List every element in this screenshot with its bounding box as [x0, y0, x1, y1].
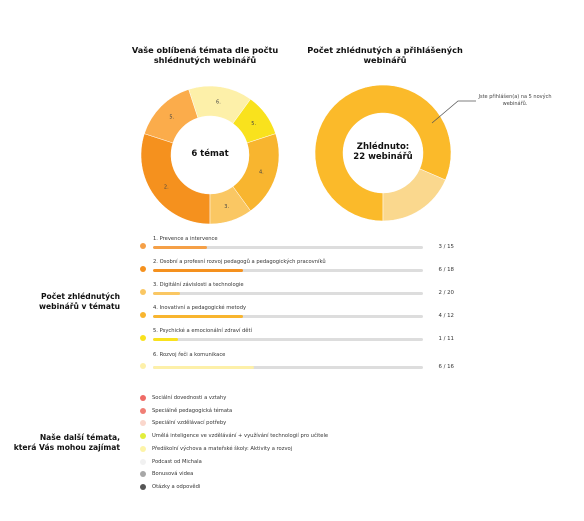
topic-count: 3 / 15 — [438, 244, 454, 250]
topic-row: 4. Inovativní a pedagogické metody 4 / 1… — [140, 302, 460, 324]
topic-row: 1. Prevence a intervence 3 / 15 — [140, 233, 460, 255]
topics-label-line2: webinářů v tématu — [39, 301, 120, 311]
topic-title: 4. Inovativní a pedagogické metody — [153, 305, 247, 311]
topic-progress-track — [153, 315, 423, 318]
topic-row: 6. Rozvoj řeči a komunikace 6 / 16 — [140, 348, 460, 370]
suggestion-dot — [140, 433, 146, 440]
topic-progress-track — [153, 246, 423, 249]
suggestion-label: Otázky a odpovědi — [152, 483, 201, 490]
topic-progress-fill — [153, 269, 243, 272]
topic-count: 6 / 16 — [438, 364, 454, 370]
suggestion-item[interactable]: Předškolní výchova a mateřské školy: Akt… — [140, 445, 400, 455]
watched-registered-chart-title: Počet zhlédnutých a přihlášených webinář… — [300, 45, 470, 65]
topic-dot — [140, 335, 146, 341]
topics-label-line1: Počet zhlédnutých — [40, 292, 120, 301]
registered-note-line2: webinářů. — [502, 100, 528, 107]
favorite-topic-slice — [140, 133, 211, 225]
suggestion-label: Speciální vzdělávací potřeby — [152, 420, 227, 427]
suggestion-item[interactable]: Sociální dovednosti a vztahy — [140, 394, 400, 404]
topic-progress-fill — [153, 246, 207, 249]
favorite-topics-center-label: 6 témat — [191, 149, 229, 159]
watched-registered-donut-svg — [314, 84, 452, 222]
registered-callout-line — [431, 100, 476, 124]
suggestion-item[interactable]: Speciální vzdělávací potřeby — [140, 419, 400, 429]
watched-registered-slice — [382, 168, 446, 222]
favorite-topic-slice-label: 3. — [224, 204, 229, 210]
suggestion-dot — [140, 395, 146, 401]
topic-row: 3. Digitální závislosti a technologie 2 … — [140, 279, 460, 301]
topic-dot — [140, 289, 146, 295]
watched-registered-donut: Zhlédnuto: 22 webinářů — [314, 84, 452, 222]
suggestion-label: Předškolní výchova a mateřské školy: Akt… — [152, 445, 293, 452]
suggestion-label: Sociální dovednosti a vztahy — [152, 395, 227, 401]
topic-title: 2. Osobní a profesní rozvoj pedagogů a p… — [153, 259, 326, 265]
topic-count: 6 / 18 — [438, 267, 454, 273]
suggestion-item[interactable]: Umělá inteligence ve vzdělávání + využív… — [140, 432, 400, 442]
topic-title: 6. Rozvoj řeči a komunikace — [153, 352, 226, 358]
favorite-topic-slice-label: 4. — [259, 169, 264, 175]
suggestion-item[interactable]: Speciálně pedagogická témata — [140, 407, 400, 417]
favorite-topics-title-line2: shlédnutých webinářů — [153, 55, 257, 65]
suggestion-dot — [140, 445, 146, 452]
suggestion-dot — [140, 407, 146, 414]
suggestion-item[interactable]: Otázky a odpovědi — [140, 483, 400, 493]
suggestion-item[interactable]: Podcast od Michala — [140, 458, 400, 468]
suggestion-dot — [140, 458, 146, 465]
suggestion-label: Umělá inteligence ve vzdělávání + využív… — [152, 433, 329, 440]
topic-progress-track — [153, 338, 423, 341]
topic-progress-fill — [153, 366, 255, 369]
topic-count: 4 / 12 — [438, 313, 454, 319]
watched-center-line1: Zhlédnuto: — [356, 142, 410, 152]
topic-dot — [140, 266, 146, 272]
topic-title: 5. Psychické a emocionální zdraví dětí — [153, 328, 252, 334]
favorite-topics-chart-title: Vaše oblíbená témata dle počtu shlédnutý… — [130, 45, 280, 65]
topic-count: 2 / 20 — [438, 290, 454, 296]
topics-section-label: Počet zhlédnutých webinářů v tématu — [20, 292, 120, 311]
suggestions-section-label: Naše další témata, která Vás mohou zajím… — [10, 433, 120, 452]
watched-registered-title-line1: Počet zhlédnutých a přihlášených — [307, 45, 463, 55]
favorite-topics-donut: 2. 5. 6. 5. 4. 3. 6 témat — [140, 85, 280, 225]
suggestion-label: Speciálně pedagogická témata — [152, 407, 233, 414]
watched-center-label: Zhlédnuto: 22 webinářů — [314, 142, 452, 162]
topic-progress-fill — [153, 315, 243, 318]
topic-row: 5. Psychické a emocionální zdraví dětí 1… — [140, 325, 460, 347]
favorite-topic-slice-label: 6. — [216, 99, 221, 105]
favorite-topics-donut-svg: 2. 5. 6. 5. 4. 3. — [140, 85, 280, 225]
topic-progress-track — [153, 366, 423, 369]
suggestion-label: Podcast od Michala — [152, 458, 202, 465]
suggestion-dot — [140, 483, 146, 490]
topic-dot — [140, 312, 146, 318]
topic-progress-track — [153, 269, 423, 272]
suggestion-label: Bonusová videa — [152, 471, 194, 478]
topic-row: 2. Osobní a profesní rozvoj pedagogů a p… — [140, 256, 460, 278]
topic-title: 1. Prevence a intervence — [153, 236, 218, 242]
suggestions-label-line1: Naše další témata, — [39, 433, 120, 442]
favorite-topic-slice — [209, 186, 251, 225]
watched-center-line2: 22 webinářů — [353, 152, 413, 162]
registered-note: Jste přihlášen(a) na 5 nových webinářů. — [470, 94, 560, 107]
registered-note-line1: Jste přihlášen(a) na 5 nových — [478, 94, 552, 100]
favorite-topic-slice-label: 2. — [164, 185, 169, 191]
topic-progress-track — [153, 292, 423, 295]
watched-registered-slice — [314, 84, 452, 222]
topic-dot — [140, 363, 146, 369]
suggestion-dot — [140, 471, 146, 478]
favorite-topics-title-line1: Vaše oblíbená témata dle počtu — [131, 45, 279, 55]
favorite-topic-slice-label: 5. — [251, 121, 256, 127]
topic-progress-fill — [153, 338, 178, 341]
favorite-topic-slice-label: 5. — [169, 115, 174, 121]
watched-registered-title-line2: webinářů — [363, 55, 407, 65]
topic-count: 1 / 11 — [438, 336, 454, 342]
topic-dot — [140, 243, 146, 249]
suggestions-label-line2: která Vás mohou zajímat — [13, 442, 120, 452]
topic-title: 3. Digitální závislosti a technologie — [153, 282, 244, 288]
suggestion-item[interactable]: Bonusová videa — [140, 470, 400, 480]
suggestion-dot — [140, 420, 146, 427]
topic-progress-fill — [153, 292, 180, 295]
